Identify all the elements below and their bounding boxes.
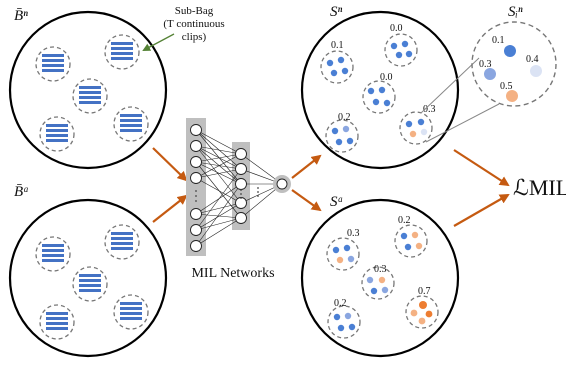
score-value: 0.1 xyxy=(492,35,505,46)
normal-to-network-arrow xyxy=(152,147,188,182)
normal-scores-to-loss-arrow xyxy=(453,149,510,187)
score-group: 0.0 xyxy=(384,23,418,67)
anomaly-scores: Sᵃ 0.3 0.2 0.3 0.2 0.7 xyxy=(300,194,460,358)
callout-arrow xyxy=(142,33,175,51)
score-group: 0.2 xyxy=(327,298,361,339)
sub-bag xyxy=(104,34,140,70)
sub-bag xyxy=(35,46,71,82)
sub-bag-desc: (T continuous xyxy=(163,18,224,30)
score-value: 0.1 xyxy=(331,40,344,51)
score-value: 0.7 xyxy=(418,286,431,297)
clip-score-dot xyxy=(530,65,542,77)
score-value: 0.4 xyxy=(526,54,539,65)
zoom-line-top xyxy=(420,57,480,114)
score-group: 0.3 xyxy=(326,228,360,271)
score-value: 0.5 xyxy=(500,81,513,92)
network-to-normal-scores-arrow xyxy=(291,154,322,179)
score-value: 0.3 xyxy=(374,264,387,275)
clip-score-dot xyxy=(506,90,518,102)
anomaly-to-network-arrow xyxy=(152,194,188,223)
score-group: 0.7 xyxy=(405,286,439,329)
network-label: MIL Networks xyxy=(191,266,274,281)
normal-bag-label: B̄ⁿ xyxy=(14,8,28,24)
normal-scores: Sⁿ 0.1 0.0 0.0 0.2 0.3 xyxy=(300,4,460,170)
sub-bag xyxy=(39,304,75,340)
score-detail: Sᵢⁿ 0.1 0.3 0.4 0.5 xyxy=(471,4,557,107)
network-to-anomaly-scores-arrow xyxy=(291,189,322,212)
loss-label: ℒMIL xyxy=(513,175,566,200)
score-group: 0.3 xyxy=(399,104,436,145)
sub-bag xyxy=(113,294,149,330)
zoom-line-bottom xyxy=(425,103,500,143)
score-value: 0.3 xyxy=(347,228,360,239)
score-value: 0.3 xyxy=(423,104,436,115)
mil-network: MIL Networks xyxy=(186,118,291,281)
sub-bag xyxy=(72,78,108,114)
sub-bag-callout: Sub-Bag (T continuous clips) xyxy=(142,5,225,51)
score-value: 0.2 xyxy=(338,112,351,123)
score-value: 0.0 xyxy=(390,23,403,34)
sub-bag xyxy=(39,116,75,152)
score-value: 0.2 xyxy=(334,298,347,309)
normal-bag: B̄ⁿ xyxy=(8,8,168,170)
score-group: 0.2 xyxy=(394,215,428,258)
anomaly-bag-label: B̄ᵃ xyxy=(14,184,29,200)
sub-bag-title: Sub-Bag xyxy=(175,5,214,17)
score-value: 0.3 xyxy=(479,59,492,70)
sub-bag-desc-2: clips) xyxy=(182,31,207,43)
sub-bag xyxy=(72,266,108,302)
sub-bag xyxy=(104,224,140,260)
sub-bag xyxy=(113,106,149,142)
score-group: 0.0 xyxy=(362,72,396,114)
score-group: 0.1 xyxy=(320,40,354,84)
ellipsis-dots xyxy=(195,187,259,202)
score-detail-label: Sᵢⁿ xyxy=(508,4,523,20)
score-value: 0.2 xyxy=(398,215,411,226)
anomaly-scores-label: Sᵃ xyxy=(330,194,343,210)
score-group: 0.2 xyxy=(325,112,359,153)
score-group: 0.3 xyxy=(361,264,395,300)
anomaly-bag: B̄ᵃ xyxy=(8,184,168,358)
anomaly-scores-to-loss-arrow xyxy=(453,194,510,227)
output-node xyxy=(276,178,288,190)
clip-score-dot xyxy=(484,68,496,80)
network-nodes xyxy=(190,124,247,252)
normal-scores-label: Sⁿ xyxy=(330,4,343,20)
clip-score-dot xyxy=(504,45,516,57)
score-value: 0.0 xyxy=(380,72,393,83)
sub-bag xyxy=(35,236,71,272)
